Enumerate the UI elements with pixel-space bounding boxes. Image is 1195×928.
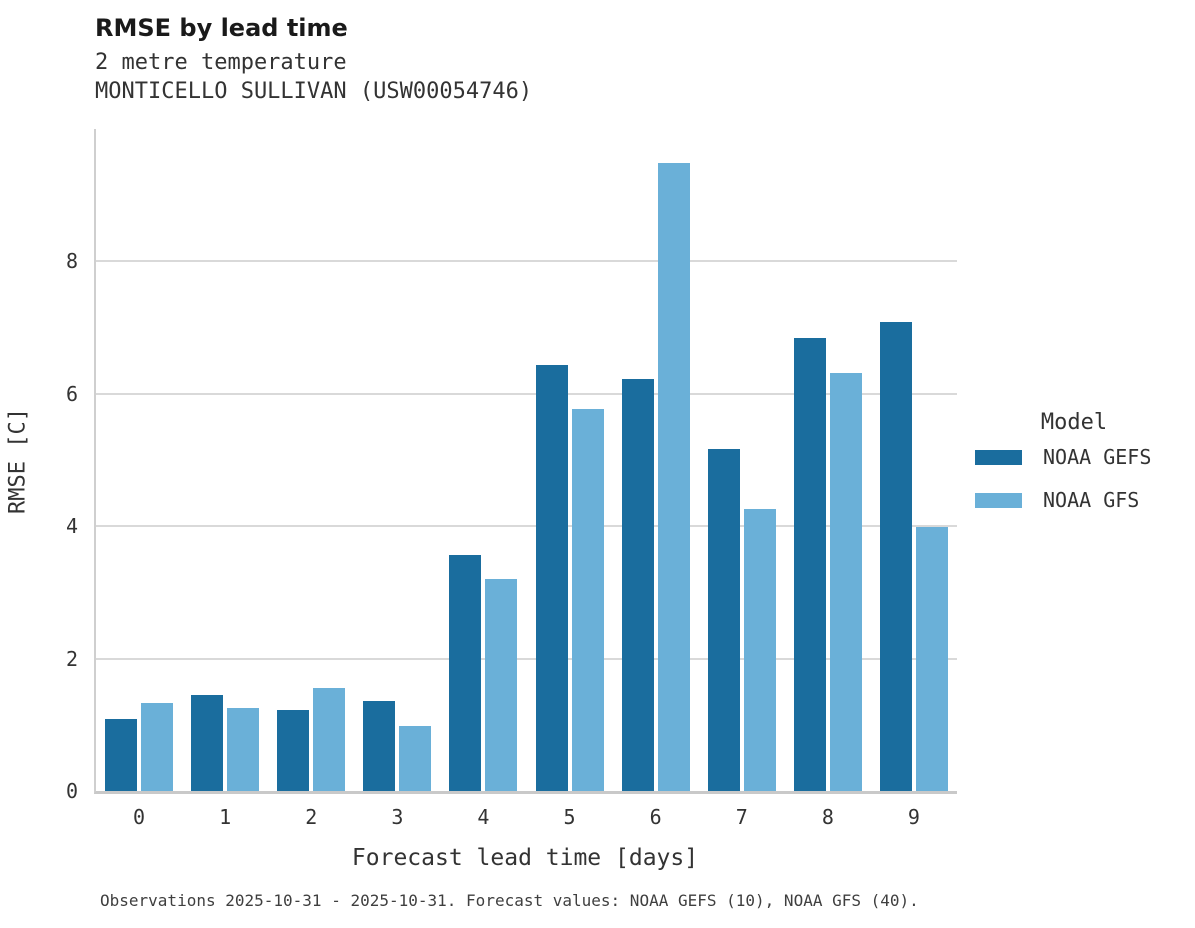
bar-noaa-gefs-lead-3 (363, 700, 396, 791)
gridline-y-2 (96, 657, 957, 660)
footnote: Observations 2025-10-31 - 2025-10-31. Fo… (100, 891, 919, 910)
legend-item-noaa-gefs: NOAA GEFS (975, 445, 1185, 469)
legend-swatch-icon (975, 492, 1022, 508)
y-tick-label-2: 2 (65, 646, 78, 671)
bar-noaa-gefs-lead-4 (449, 554, 482, 791)
bar-noaa-gefs-lead-6 (621, 379, 654, 791)
bar-noaa-gfs-lead-8 (829, 372, 862, 791)
x-tick-label-5: 5 (563, 805, 576, 829)
bar-noaa-gfs-lead-4 (485, 579, 518, 791)
x-tick-label-8: 8 (821, 805, 834, 829)
y-tick-label-8: 8 (65, 249, 78, 274)
bar-noaa-gfs-lead-9 (915, 526, 948, 791)
bar-noaa-gfs-lead-5 (571, 409, 604, 791)
x-tick-label-0: 0 (133, 805, 146, 829)
bar-noaa-gefs-lead-7 (707, 448, 740, 791)
legend-item-label: NOAA GFS (1043, 488, 1140, 512)
bar-noaa-gefs-lead-1 (191, 695, 224, 791)
chart-title: RMSE by lead time (95, 14, 348, 42)
chart-subtitle-variable: 2 metre temperature (95, 50, 347, 75)
y-tick-label-6: 6 (65, 381, 78, 406)
y-axis-label: RMSE [C] (5, 408, 31, 514)
x-tick-label-4: 4 (477, 805, 490, 829)
legend-item-label: NOAA GEFS (1043, 445, 1152, 469)
bar-noaa-gfs-lead-6 (657, 163, 690, 791)
bar-noaa-gfs-lead-7 (743, 509, 776, 791)
bar-noaa-gfs-lead-1 (227, 708, 260, 791)
legend-title: Model (1040, 410, 1108, 435)
gridline-y-4 (96, 525, 957, 528)
bar-noaa-gfs-lead-0 (141, 702, 174, 791)
legend: Model NOAA GEFS NOAA GFS (975, 410, 1185, 531)
x-axis-label: Forecast lead time [days] (351, 845, 699, 871)
bar-noaa-gefs-lead-2 (277, 709, 310, 791)
bar-noaa-gefs-lead-8 (793, 338, 826, 791)
y-tick-label-4: 4 (65, 514, 78, 539)
bar-noaa-gefs-lead-5 (535, 364, 568, 791)
x-tick-label-7: 7 (735, 805, 748, 829)
y-tick-label-0: 0 (65, 779, 78, 803)
bar-noaa-gfs-lead-2 (313, 687, 346, 791)
x-tick-label-1: 1 (219, 805, 232, 829)
chart-subtitle-station: MONTICELLO SULLIVAN (USW00054746) (95, 79, 533, 104)
x-tick-label-9: 9 (907, 805, 920, 829)
gridline-y-8 (96, 260, 957, 263)
bar-noaa-gefs-lead-9 (879, 321, 912, 791)
gridline-y-6 (96, 392, 957, 395)
x-tick-label-3: 3 (391, 805, 404, 829)
legend-swatch-icon (975, 449, 1022, 465)
bar-noaa-gefs-lead-0 (105, 718, 138, 791)
plot-area: 0 2 4 6 8 0 1 2 3 4 5 6 7 8 9 (66, 129, 957, 829)
legend-item-noaa-gfs: NOAA GFS (975, 488, 1185, 512)
x-tick-label-2: 2 (305, 805, 318, 829)
bar-noaa-gfs-lead-3 (399, 726, 432, 791)
x-tick-label-6: 6 (649, 805, 662, 829)
